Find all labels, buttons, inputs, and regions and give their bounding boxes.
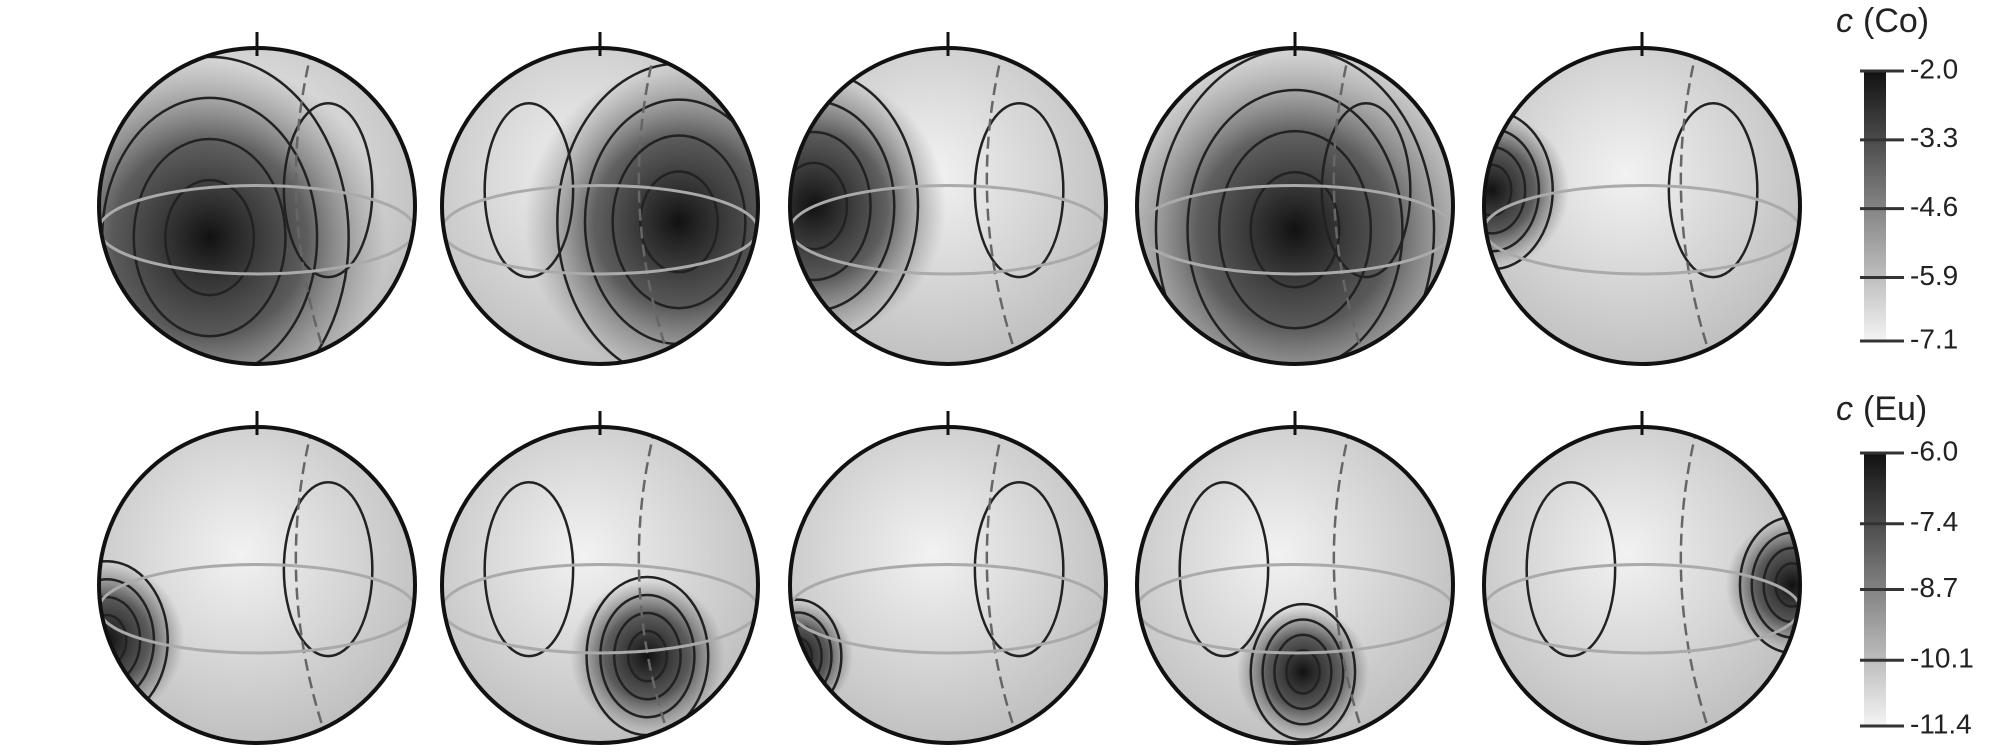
contour <box>611 134 747 310</box>
sphere-fill <box>1484 48 1800 364</box>
meridian <box>1332 427 1368 743</box>
colorbar-tick-label: -8.7 <box>1910 572 1958 603</box>
contour <box>790 161 849 251</box>
equator <box>1137 562 1453 655</box>
dark-region <box>99 60 387 364</box>
contour <box>626 629 669 683</box>
contour <box>282 102 374 279</box>
element: (Co) <box>1863 2 1929 40</box>
contour <box>599 593 696 719</box>
contour <box>483 102 575 279</box>
sphere-grid <box>97 32 1802 745</box>
contour <box>1249 170 1341 289</box>
contour <box>1249 602 1357 741</box>
colorbar <box>1864 71 1886 341</box>
contour <box>164 178 256 297</box>
colorbar-label: c (Co) <box>1836 2 1929 40</box>
sphere-fill <box>1484 427 1800 743</box>
contour <box>1320 102 1412 279</box>
contour <box>282 481 374 658</box>
dark-region <box>1725 518 1800 652</box>
meridian <box>1679 48 1715 364</box>
equator <box>99 183 415 276</box>
dark-region <box>1137 52 1453 364</box>
colorbar-tick-label: -7.4 <box>1910 506 1958 537</box>
contour <box>639 170 719 274</box>
colorbar-tick-label: -4.6 <box>1910 191 1958 222</box>
sphere <box>1137 427 1453 743</box>
sphere <box>442 427 758 743</box>
colorbar-tick-label: -2.0 <box>1910 53 1958 84</box>
meridian <box>637 427 673 743</box>
meridian <box>637 48 673 364</box>
equator <box>1484 562 1800 655</box>
contour <box>483 481 575 658</box>
contour <box>1525 481 1617 658</box>
sphere-fill <box>1137 427 1453 743</box>
colorbar-tick-label: -7.1 <box>1910 323 1958 354</box>
variable: c <box>1836 390 1853 428</box>
meridian <box>294 48 330 364</box>
element: (Eu) <box>1863 390 1927 428</box>
variable: c <box>1836 2 1853 40</box>
sphere <box>99 48 415 364</box>
dark-region <box>569 578 725 734</box>
equator <box>790 562 1106 655</box>
contour <box>1261 618 1345 726</box>
equator <box>1137 183 1453 276</box>
contour <box>1273 633 1333 711</box>
contour <box>973 102 1065 279</box>
equator <box>99 562 415 655</box>
contour <box>1186 88 1404 364</box>
contour <box>973 481 1065 658</box>
colorbars: c (Co) -2.0 -3.3 -4.6 -5.9 -7.1 c (Eu) -6.0 -7.4 -8… <box>1836 2 1974 739</box>
contour <box>1178 481 1270 658</box>
contour <box>132 137 287 338</box>
meridian <box>294 427 330 743</box>
contour <box>1285 649 1321 695</box>
colorbar-label: c (Eu) <box>1836 390 1927 428</box>
contour <box>790 130 872 282</box>
meridian <box>985 427 1021 743</box>
dark-region <box>1236 605 1370 739</box>
colorbar-tick-label: -5.9 <box>1910 260 1958 291</box>
contour <box>612 611 682 701</box>
contour <box>1667 102 1759 279</box>
dark-region <box>1484 112 1570 268</box>
sphere-fill <box>790 427 1106 743</box>
equator <box>442 183 758 276</box>
contour <box>1217 129 1373 330</box>
colorbar-tick-label: -6.0 <box>1910 435 1958 466</box>
sphere <box>790 427 1106 743</box>
colorbar-tick-label: -11.4 <box>1910 708 1972 739</box>
sphere <box>790 48 1106 364</box>
equator <box>790 183 1106 276</box>
colorbar-tick-label: -3.3 <box>1910 122 1958 153</box>
meridian <box>1332 48 1368 364</box>
sphere <box>99 427 415 743</box>
equator <box>442 562 758 655</box>
colorbar-tick-label: -10.1 <box>1910 643 1974 674</box>
sphere <box>1484 48 1800 364</box>
sphere <box>1137 48 1453 364</box>
equator <box>1484 183 1800 276</box>
meridian <box>985 48 1021 364</box>
sphere <box>1484 427 1800 743</box>
meridian <box>1679 427 1715 743</box>
